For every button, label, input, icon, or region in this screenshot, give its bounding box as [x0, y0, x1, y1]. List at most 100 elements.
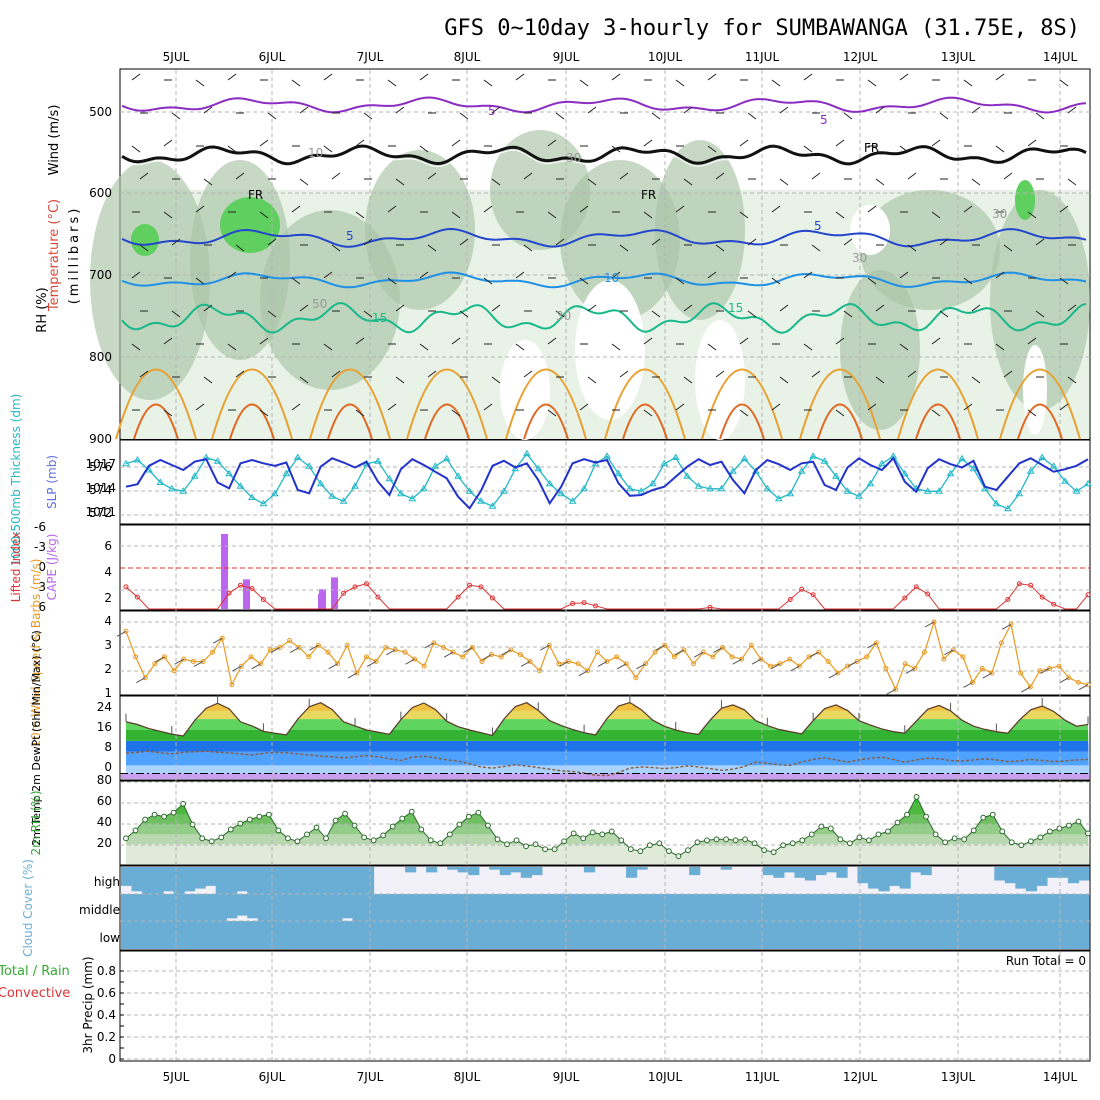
wind10-line: [125, 619, 1089, 691]
wind-barb: [835, 211, 845, 219]
rh-point: [504, 841, 510, 848]
wind10-point: [921, 649, 927, 655]
wind-barb: [547, 337, 557, 345]
wind10-point: [566, 658, 572, 664]
rh-point: [494, 836, 501, 843]
wind10-point: [527, 658, 533, 664]
wind10-point: [1056, 663, 1062, 669]
upper-wind-label: Wind (m/s): [47, 105, 62, 176]
thickness-point: [522, 449, 531, 457]
rh-point: [1008, 839, 1015, 846]
rh-point: [446, 831, 453, 838]
cloud-bar: [489, 867, 501, 870]
rh-point: [742, 836, 749, 843]
thickness-point: [534, 464, 543, 472]
lifted-index-point: [787, 597, 793, 603]
cloud-bar: [899, 867, 911, 889]
thickness-point: [877, 459, 886, 467]
wind10-barb: [905, 668, 916, 674]
cloud-bar: [268, 921, 280, 949]
wind-barb: [259, 337, 269, 345]
cloud-bar: [163, 867, 175, 892]
wind-barb: [963, 403, 973, 411]
cloud-bar: [825, 894, 838, 921]
cloud-bar: [857, 921, 869, 949]
rh-point: [418, 826, 425, 833]
lifted-index-point: [581, 600, 587, 606]
date-label-bottom: 14JUL: [1043, 1070, 1078, 1084]
rh-point: [980, 814, 987, 821]
wind-barb: [579, 79, 589, 87]
cloud-bar: [278, 921, 290, 949]
slp-tick-label: 1011: [85, 505, 116, 519]
wind-barb: [419, 343, 429, 351]
rh-point: [237, 820, 244, 827]
cloud-bar: [1057, 894, 1069, 921]
rh-point: [199, 835, 206, 842]
rh-point: [608, 828, 615, 835]
cloud-bar: [489, 921, 501, 949]
cloud-bar: [815, 921, 827, 949]
wind-barb: [267, 112, 277, 120]
wind-barb: [419, 145, 429, 153]
cloud-bar: [847, 921, 859, 949]
wind-barb: [875, 106, 885, 114]
temp-frame: [119, 695, 1091, 781]
cloud-bar: [205, 894, 217, 921]
thickness-point: [866, 479, 875, 487]
cloud-bar: [689, 921, 701, 949]
rh-tick-label: 40: [97, 815, 112, 829]
wind10-point: [729, 654, 735, 660]
wind10-point: [440, 645, 446, 651]
wind10-barb: [828, 672, 839, 679]
cloud-bar: [352, 894, 364, 921]
date-label-top: 5JUL: [163, 50, 190, 64]
wind-barb: [163, 337, 173, 345]
wind10-point: [950, 647, 956, 653]
rh-point: [970, 827, 977, 834]
wind10-point: [450, 649, 456, 655]
rh-point: [1037, 834, 1044, 841]
rh-point: [666, 848, 672, 855]
wind-barb: [683, 304, 693, 312]
wind-barb: [131, 343, 141, 351]
wind10-barb: [924, 621, 935, 628]
wind-barb: [259, 139, 269, 147]
thickness-point: [626, 484, 634, 492]
cloud-bar: [878, 921, 890, 949]
cloud-bar: [373, 921, 385, 949]
date-label-top: 7JUL: [357, 50, 384, 64]
cloud-bar: [173, 894, 185, 921]
wind-barb: [451, 139, 461, 147]
rh-point: [285, 835, 291, 842]
wind-barb: [299, 376, 309, 384]
rh-point: [780, 842, 787, 849]
cloud-bar: [247, 867, 259, 894]
cloud-bar: [520, 867, 532, 878]
wind10-point: [970, 679, 976, 685]
cloud-bar: [562, 894, 575, 921]
rh-point: [323, 835, 329, 842]
thickness-point: [958, 454, 966, 462]
cloud-bar: [468, 921, 480, 949]
wind-barb: [771, 205, 781, 213]
wind-barb: [843, 310, 853, 318]
isotherm-20: [999, 368, 1081, 440]
temp-band: [126, 719, 1089, 730]
cloud-bar: [983, 894, 995, 921]
cloud-bar: [405, 867, 417, 873]
wind10-point: [219, 635, 225, 641]
wind10-point: [123, 628, 129, 634]
wind-barb: [483, 205, 493, 213]
wind-barb: [323, 271, 333, 279]
thickness-point: [1026, 467, 1035, 474]
wind-barb: [611, 145, 621, 153]
wind10-point: [460, 654, 466, 660]
cloud-bar: [836, 867, 848, 878]
cloud-bar: [1025, 921, 1037, 949]
cloud-bar: [552, 894, 564, 921]
wind10-barb: [847, 661, 858, 667]
wind-barb: [907, 244, 917, 252]
cloud-bar: [426, 921, 438, 949]
cloud-bar: [1067, 921, 1080, 949]
